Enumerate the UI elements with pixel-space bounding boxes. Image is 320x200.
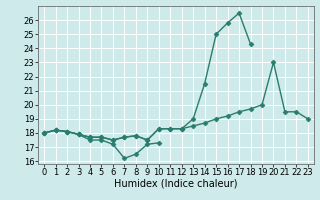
X-axis label: Humidex (Indice chaleur): Humidex (Indice chaleur) <box>114 179 238 189</box>
